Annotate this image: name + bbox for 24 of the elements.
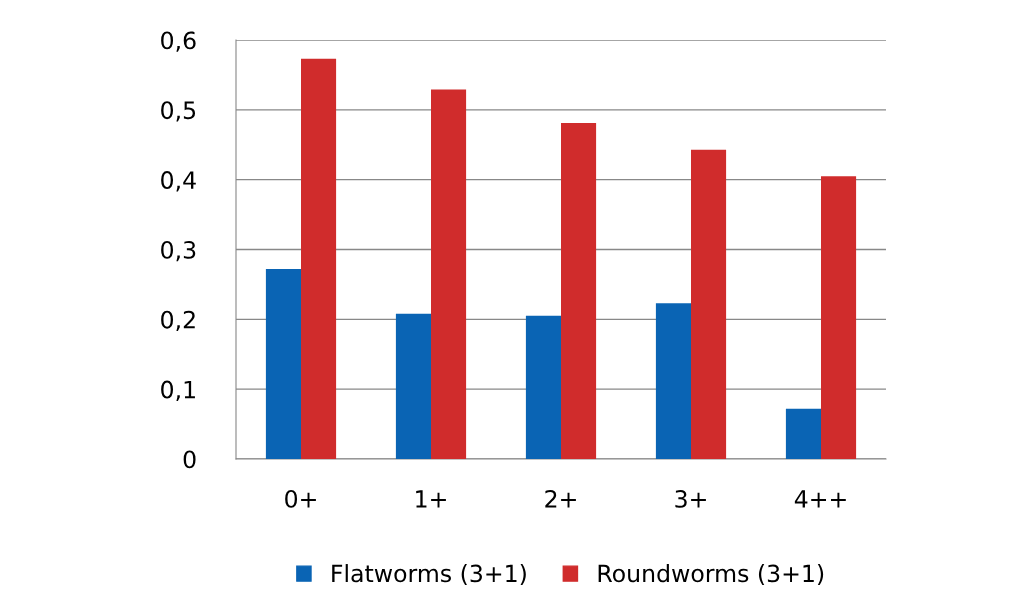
y-tick-label: 0,5 [161,101,196,122]
bar [655,303,691,459]
bar [395,313,431,459]
bar [525,315,561,459]
y-tick-label: 0,4 [161,171,196,192]
bar [431,89,467,459]
legend-label: Flatworms (3+1) [332,564,526,586]
x-tick-label: 1+ [416,490,446,508]
bar [691,149,727,459]
x-tick-label: 2+ [545,489,576,508]
bar [301,58,337,459]
y-tick-label: 0,1 [161,380,195,401]
bar [821,176,857,459]
bar [561,123,597,459]
y-tick-label: 0,2 [161,310,195,332]
y-tick-label: 0,6 [161,31,196,52]
bar [785,408,821,459]
x-tick-label: 4++ [794,490,846,508]
x-tick-label: 0+ [285,489,316,508]
bar [265,269,301,459]
x-tick-label: 3+ [675,489,706,508]
y-tick-label: 0 [183,450,196,469]
y-tick-label: 0,3 [161,240,196,262]
legend-label: Roundworms (3+1) [598,564,824,586]
